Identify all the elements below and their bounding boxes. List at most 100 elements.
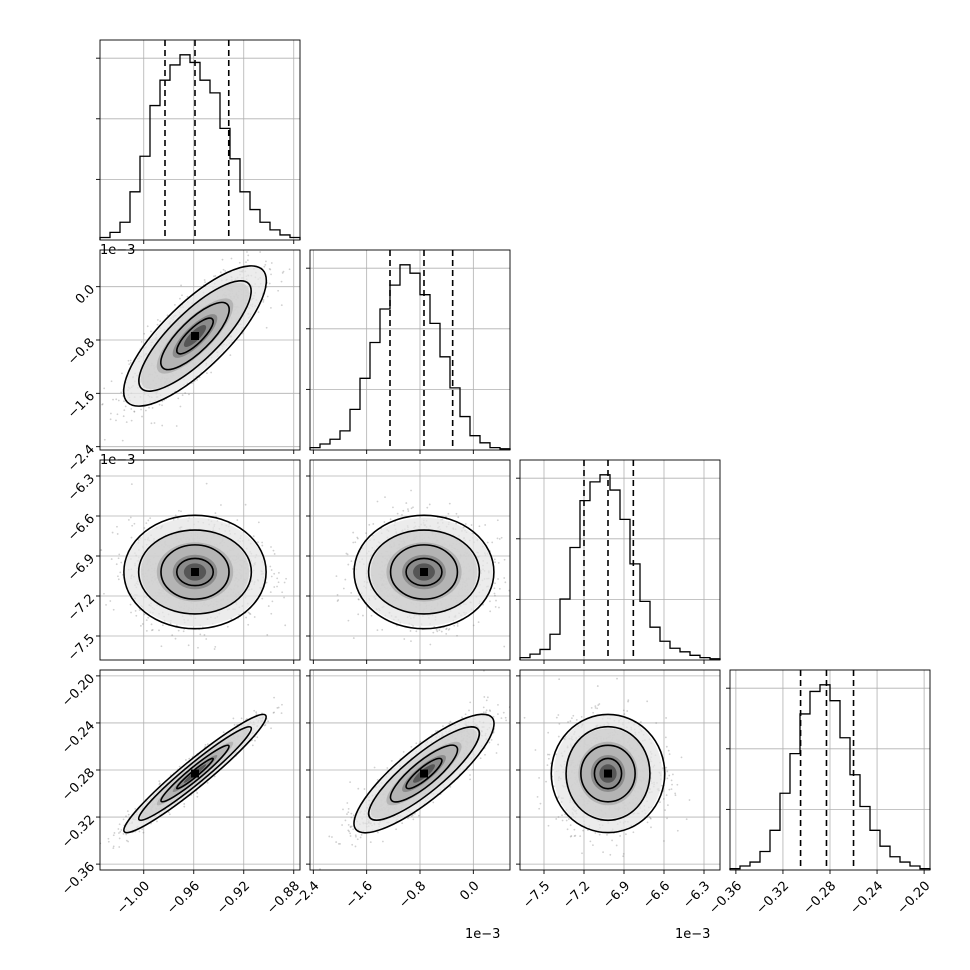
scatter-point xyxy=(127,813,130,816)
scatter-point xyxy=(402,509,405,512)
scatter-point xyxy=(265,260,267,263)
scatter-point xyxy=(124,405,127,408)
scatter-point xyxy=(116,533,119,535)
scatter-point xyxy=(426,506,429,509)
scatter-point xyxy=(438,629,441,632)
scatter-point xyxy=(127,519,130,521)
scatter-point xyxy=(497,561,500,564)
grid-lines xyxy=(100,40,300,240)
scatter-point xyxy=(252,535,255,538)
scatter-point xyxy=(276,577,279,580)
density-0-1 xyxy=(100,241,297,442)
scatter-point xyxy=(141,415,143,418)
scatter-point xyxy=(498,587,501,590)
scatter-point xyxy=(147,616,150,619)
contour-2 xyxy=(160,544,230,600)
scatter-point xyxy=(270,569,273,571)
scatter-point xyxy=(429,643,432,646)
scatter-point xyxy=(415,630,418,633)
scatter-point xyxy=(112,398,114,401)
scatter-point xyxy=(149,517,152,520)
scatter-point xyxy=(117,575,119,578)
scatter-point xyxy=(183,805,186,808)
scatter-point xyxy=(230,257,233,260)
scatter-point xyxy=(111,531,114,534)
scatter-point xyxy=(220,504,222,506)
scatter-point xyxy=(210,371,213,374)
scatter-point xyxy=(121,372,123,375)
scatter-point xyxy=(150,422,153,425)
scatter-point xyxy=(151,407,154,409)
scatter-point xyxy=(128,363,131,366)
scatter-point xyxy=(253,616,256,618)
scatter-point xyxy=(168,813,171,816)
scatter-point xyxy=(282,270,285,273)
scatter-point xyxy=(269,268,272,271)
scatter-point xyxy=(370,614,373,617)
scatter-point xyxy=(494,582,496,585)
scatter-point xyxy=(180,510,182,513)
scatter-point xyxy=(273,696,275,699)
scatter-point xyxy=(150,623,153,626)
scatter-point xyxy=(308,680,310,682)
scatter-point xyxy=(101,403,104,406)
scatter-point xyxy=(489,600,491,603)
scatter-point xyxy=(270,575,273,578)
scatter-point xyxy=(247,623,250,626)
scatter-point xyxy=(407,508,409,511)
scatter-point xyxy=(121,439,124,442)
scatter-point xyxy=(266,633,269,636)
scatter-point xyxy=(295,241,297,243)
scatter-point xyxy=(456,622,459,625)
scatter-point xyxy=(125,421,128,424)
scatter-point xyxy=(214,275,217,277)
y-tick-label: −7.5 xyxy=(65,631,98,664)
scatter-point xyxy=(142,831,145,834)
scatter-point xyxy=(236,519,239,521)
panel-frame xyxy=(519,459,721,661)
scatter-point xyxy=(174,637,177,640)
scatter-point xyxy=(432,631,435,634)
scatter-point xyxy=(280,280,283,283)
scatter-point xyxy=(166,314,169,317)
scatter-point xyxy=(342,587,345,590)
scatter-point xyxy=(130,419,133,422)
scatter-point xyxy=(130,408,133,410)
scatter-point xyxy=(403,638,406,640)
scatter-point xyxy=(123,409,126,412)
scatter-point xyxy=(498,538,501,540)
scatter-point xyxy=(357,613,360,616)
scatter-point xyxy=(174,514,177,517)
scatter-point xyxy=(117,578,120,581)
scatter-point xyxy=(219,271,222,274)
scatter-point xyxy=(478,525,481,528)
scatter-point xyxy=(269,565,272,568)
scatter-point xyxy=(146,325,149,328)
scatter-point xyxy=(238,261,241,264)
contour-3 xyxy=(175,557,215,587)
contour-3 xyxy=(176,317,214,355)
scatter-point xyxy=(401,514,403,516)
y-tick-label: −1.6 xyxy=(65,389,98,422)
scatter-point xyxy=(523,614,525,616)
scatter-point xyxy=(222,268,225,271)
scatter-point xyxy=(118,832,120,834)
scatter-point xyxy=(352,637,355,639)
scatter-point xyxy=(261,597,264,600)
scatter-point xyxy=(245,718,248,720)
scatter-point xyxy=(265,581,268,584)
scatter-point xyxy=(445,627,448,630)
scatter-point xyxy=(493,558,496,561)
scatter-point xyxy=(456,625,459,627)
scatter-point xyxy=(504,581,507,584)
scatter-point xyxy=(133,522,136,525)
scatter-point xyxy=(100,549,103,551)
scatter-point xyxy=(228,522,231,525)
scatter-point xyxy=(188,393,190,396)
scatter-point xyxy=(493,587,496,590)
scatter-point xyxy=(248,612,251,615)
scatter-point xyxy=(127,840,130,843)
scatter-point xyxy=(147,519,150,522)
scatter-point xyxy=(457,516,460,519)
scatter-point xyxy=(181,394,184,397)
